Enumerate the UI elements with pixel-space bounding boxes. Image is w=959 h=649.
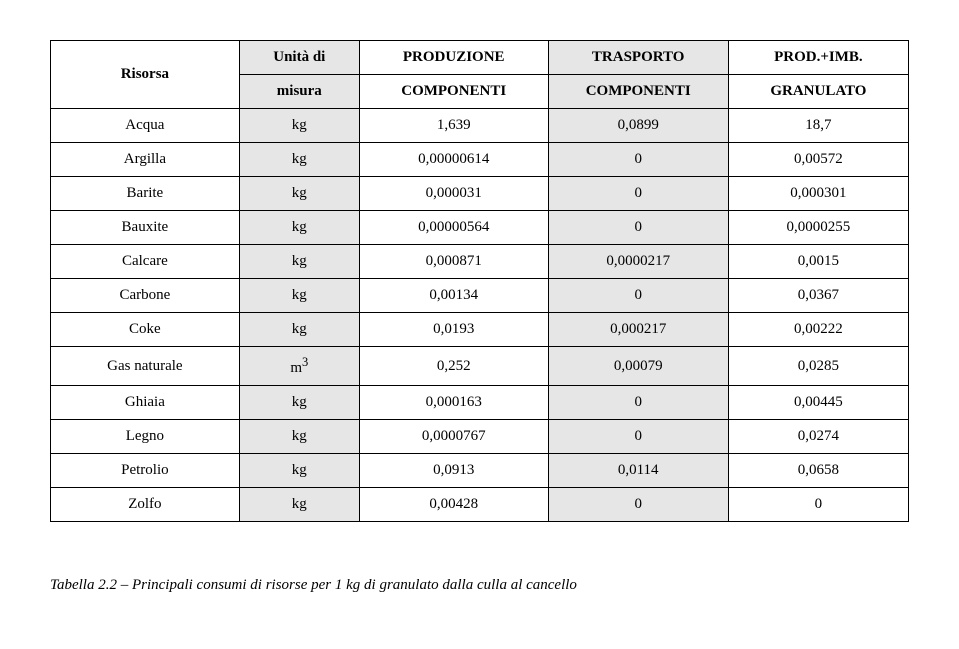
cell-granul: 0,0658	[728, 454, 908, 488]
cell-unit: kg	[239, 245, 359, 279]
cell-trans: 0	[548, 143, 728, 177]
table-row: Baritekg0,00003100,000301	[51, 177, 909, 211]
cell-unit: kg	[239, 143, 359, 177]
cell-prod: 0,000031	[359, 177, 548, 211]
cell-granul: 0,00572	[728, 143, 908, 177]
cell-unit: kg	[239, 420, 359, 454]
cell-prod: 0,00000564	[359, 211, 548, 245]
cell-granul: 0	[728, 488, 908, 522]
header-granul-l1: PROD.+IMB.	[728, 41, 908, 75]
cell-resource: Acqua	[51, 109, 240, 143]
cell-resource: Legno	[51, 420, 240, 454]
cell-granul: 0,0000255	[728, 211, 908, 245]
header-prod-l2: COMPONENTI	[359, 75, 548, 109]
header-resource: Risorsa	[51, 41, 240, 109]
cell-trans: 0	[548, 386, 728, 420]
table-header: Risorsa Unità di PRODUZIONE TRASPORTO PR…	[51, 41, 909, 109]
cell-trans: 0	[548, 177, 728, 211]
cell-resource: Barite	[51, 177, 240, 211]
table-row: Calcarekg0,0008710,00002170,0015	[51, 245, 909, 279]
table-row: Carbonekg0,0013400,0367	[51, 279, 909, 313]
cell-unit: kg	[239, 488, 359, 522]
cell-trans: 0	[548, 279, 728, 313]
table-row: Argillakg0,0000061400,00572	[51, 143, 909, 177]
cell-resource: Gas naturale	[51, 347, 240, 386]
cell-trans: 0,00079	[548, 347, 728, 386]
cell-prod: 0,00428	[359, 488, 548, 522]
table-body: Acquakg1,6390,089918,7Argillakg0,0000061…	[51, 109, 909, 522]
cell-resource: Calcare	[51, 245, 240, 279]
cell-trans: 0,0114	[548, 454, 728, 488]
table-row: Ghiaiakg0,00016300,00445	[51, 386, 909, 420]
cell-trans: 0	[548, 488, 728, 522]
cell-trans: 0,0000217	[548, 245, 728, 279]
cell-resource: Coke	[51, 313, 240, 347]
table-row: Petroliokg0,09130,01140,0658	[51, 454, 909, 488]
cell-granul: 0,0015	[728, 245, 908, 279]
cell-trans: 0,000217	[548, 313, 728, 347]
header-granul-l2: GRANULATO	[728, 75, 908, 109]
cell-unit: m3	[239, 347, 359, 386]
cell-prod: 1,639	[359, 109, 548, 143]
cell-prod: 0,252	[359, 347, 548, 386]
cell-prod: 0,00000614	[359, 143, 548, 177]
cell-trans: 0,0899	[548, 109, 728, 143]
table-row: Cokekg0,01930,0002170,00222	[51, 313, 909, 347]
cell-granul: 0,0274	[728, 420, 908, 454]
cell-granul: 0,0285	[728, 347, 908, 386]
cell-trans: 0	[548, 420, 728, 454]
header-trans-l2: COMPONENTI	[548, 75, 728, 109]
cell-granul: 0,000301	[728, 177, 908, 211]
header-unit-l1: Unità di	[239, 41, 359, 75]
header-prod-l1: PRODUZIONE	[359, 41, 548, 75]
cell-resource: Petrolio	[51, 454, 240, 488]
cell-trans: 0	[548, 211, 728, 245]
resource-table: Risorsa Unità di PRODUZIONE TRASPORTO PR…	[50, 40, 909, 522]
cell-unit: kg	[239, 109, 359, 143]
cell-unit: kg	[239, 279, 359, 313]
table-caption: Tabella 2.2 – Principali consumi di riso…	[50, 577, 909, 594]
cell-prod: 0,000871	[359, 245, 548, 279]
cell-resource: Argilla	[51, 143, 240, 177]
cell-prod: 0,000163	[359, 386, 548, 420]
cell-unit: kg	[239, 211, 359, 245]
table-row: Gas naturalem30,2520,000790,0285	[51, 347, 909, 386]
table-row: Bauxitekg0,0000056400,0000255	[51, 211, 909, 245]
table-row: Legnokg0,000076700,0274	[51, 420, 909, 454]
cell-unit: kg	[239, 386, 359, 420]
cell-resource: Ghiaia	[51, 386, 240, 420]
cell-resource: Bauxite	[51, 211, 240, 245]
cell-unit: kg	[239, 177, 359, 211]
cell-granul: 0,00445	[728, 386, 908, 420]
cell-granul: 0,0367	[728, 279, 908, 313]
cell-prod: 0,0000767	[359, 420, 548, 454]
cell-unit: kg	[239, 454, 359, 488]
cell-granul: 18,7	[728, 109, 908, 143]
cell-prod: 0,00134	[359, 279, 548, 313]
cell-resource: Carbone	[51, 279, 240, 313]
header-unit-l2: misura	[239, 75, 359, 109]
table-row: Acquakg1,6390,089918,7	[51, 109, 909, 143]
header-row-1: Risorsa Unità di PRODUZIONE TRASPORTO PR…	[51, 41, 909, 75]
cell-unit: kg	[239, 313, 359, 347]
cell-resource: Zolfo	[51, 488, 240, 522]
cell-prod: 0,0193	[359, 313, 548, 347]
header-trans-l1: TRASPORTO	[548, 41, 728, 75]
cell-prod: 0,0913	[359, 454, 548, 488]
cell-granul: 0,00222	[728, 313, 908, 347]
table-row: Zolfokg0,0042800	[51, 488, 909, 522]
